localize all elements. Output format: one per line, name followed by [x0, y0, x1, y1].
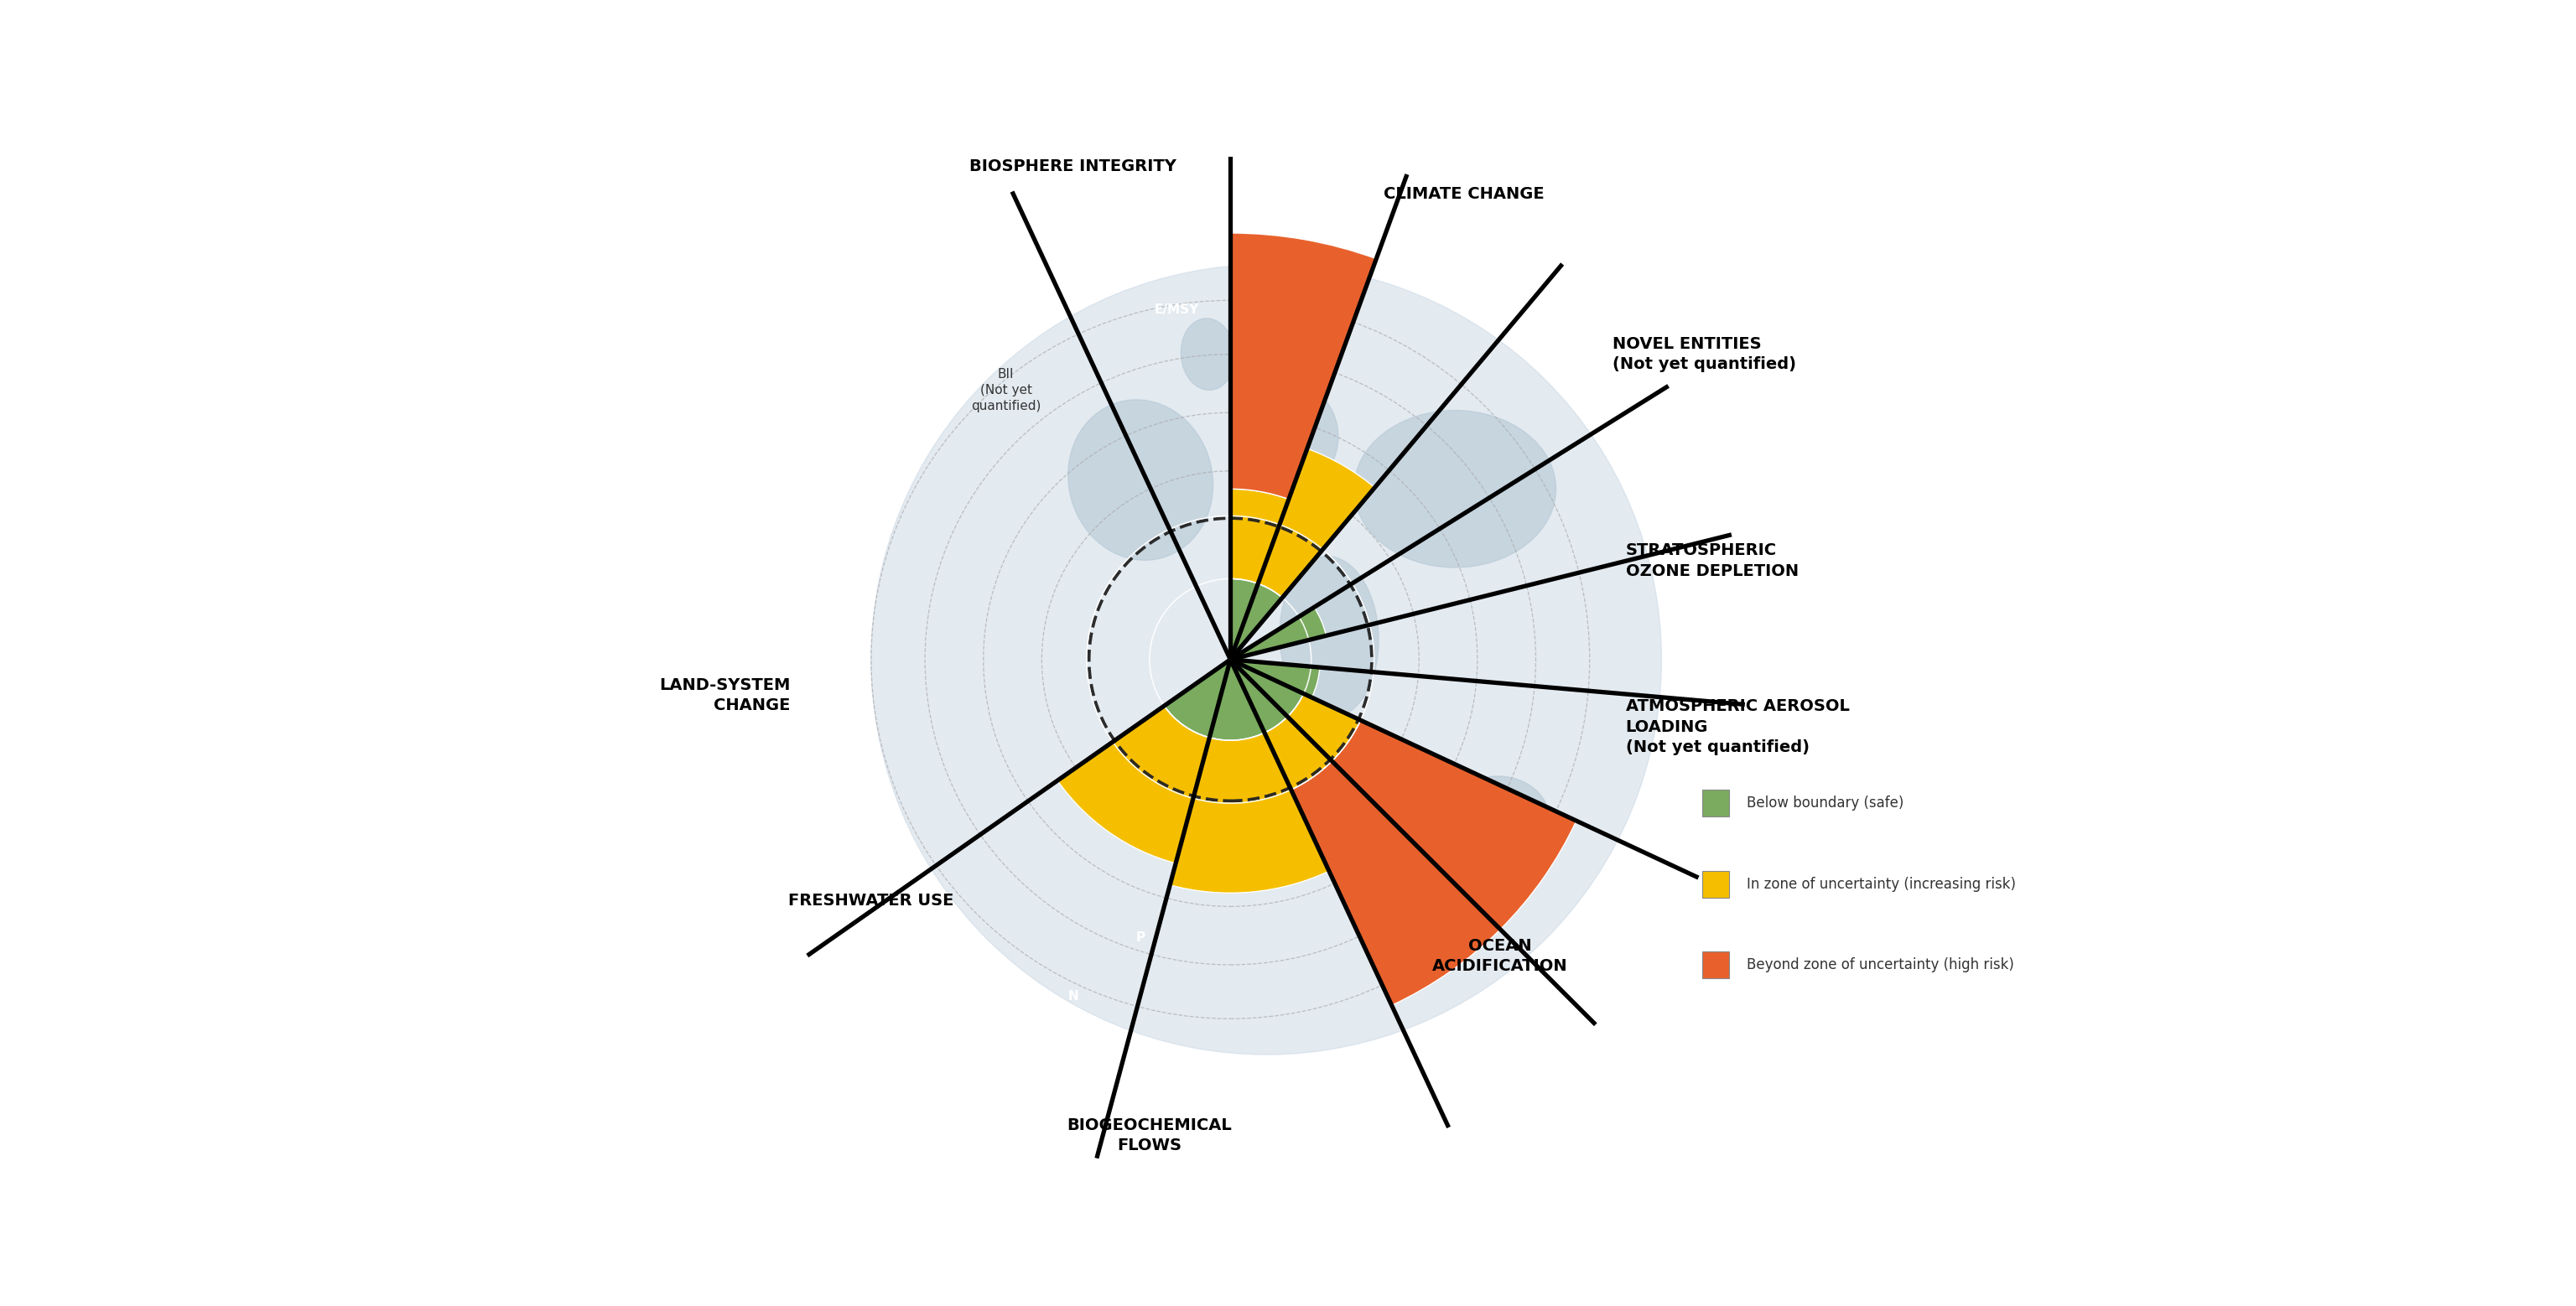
Wedge shape [1231, 584, 1283, 660]
Text: FRESHWATER USE: FRESHWATER USE [788, 893, 953, 909]
Circle shape [871, 264, 1662, 1055]
Ellipse shape [1180, 319, 1234, 390]
Text: BII
(Not yet
quantified): BII (Not yet quantified) [971, 368, 1041, 413]
Wedge shape [1211, 660, 1265, 741]
Text: Below boundary (safe): Below boundary (safe) [1747, 795, 1904, 811]
Wedge shape [1288, 693, 1360, 761]
Text: CLIMATE CHANGE: CLIMATE CHANGE [1383, 185, 1543, 201]
Wedge shape [1164, 660, 1231, 738]
FancyBboxPatch shape [1703, 871, 1728, 897]
Text: BIOGEOCHEMICAL
FLOWS: BIOGEOCHEMICAL FLOWS [1066, 1118, 1231, 1153]
Wedge shape [1332, 720, 1577, 930]
Text: LAND-SYSTEM
CHANGE: LAND-SYSTEM CHANGE [659, 678, 791, 713]
Text: Beyond zone of uncertainty (high risk): Beyond zone of uncertainty (high risk) [1747, 957, 2014, 973]
Wedge shape [1257, 448, 1376, 598]
Text: N: N [1069, 990, 1079, 1003]
FancyBboxPatch shape [1703, 790, 1728, 816]
Ellipse shape [1144, 705, 1226, 838]
Wedge shape [1170, 733, 1329, 893]
Wedge shape [1231, 232, 1376, 499]
Text: P: P [1136, 931, 1146, 944]
Ellipse shape [1355, 410, 1556, 568]
Wedge shape [1231, 488, 1288, 584]
Ellipse shape [1069, 400, 1213, 560]
Text: STRATOSPHERIC
OZONE DEPLETION: STRATOSPHERIC OZONE DEPLETION [1625, 542, 1798, 579]
Text: E/MSY: E/MSY [1154, 303, 1198, 316]
Ellipse shape [1280, 556, 1378, 718]
Wedge shape [1231, 660, 1303, 717]
Text: BIOSPHERE INTEGRITY: BIOSPHERE INTEGRITY [969, 159, 1177, 175]
Wedge shape [1291, 761, 1499, 1006]
Wedge shape [1231, 660, 1319, 697]
Wedge shape [1231, 579, 1257, 660]
Text: ATMOSPHERIC AEROSOL
LOADING
(Not yet quantified): ATMOSPHERIC AEROSOL LOADING (Not yet qua… [1625, 699, 1850, 755]
Wedge shape [1231, 607, 1327, 660]
Ellipse shape [1450, 776, 1548, 857]
FancyBboxPatch shape [1703, 951, 1728, 978]
Wedge shape [1231, 660, 1288, 733]
Wedge shape [1265, 717, 1332, 790]
Wedge shape [1059, 705, 1211, 863]
Text: OCEAN
ACIDIFICATION: OCEAN ACIDIFICATION [1432, 938, 1569, 974]
Ellipse shape [1257, 385, 1340, 485]
Text: In zone of uncertainty (increasing risk): In zone of uncertainty (increasing risk) [1747, 876, 2017, 892]
Text: NOVEL ENTITIES
(Not yet quantified): NOVEL ENTITIES (Not yet quantified) [1613, 336, 1795, 372]
